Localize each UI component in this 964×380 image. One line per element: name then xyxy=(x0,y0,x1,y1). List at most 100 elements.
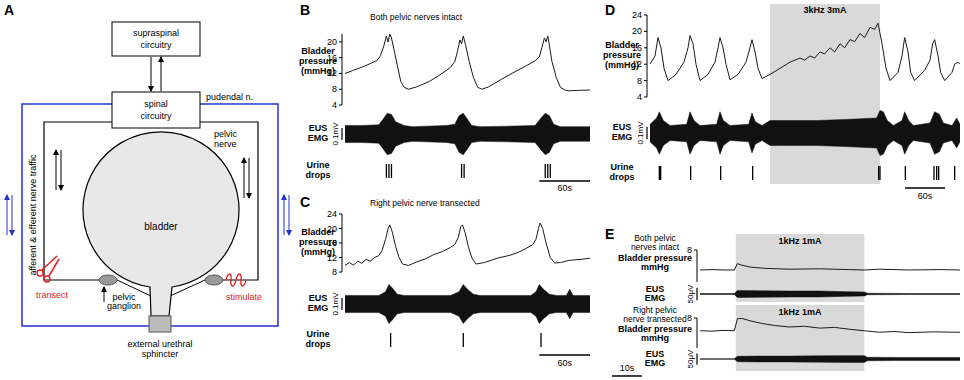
electrode xyxy=(226,274,246,286)
scissors xyxy=(37,270,43,276)
figure: Apudendal n.supraspinalcircuitryspinalci… xyxy=(0,0,964,380)
emg-plot xyxy=(700,291,960,298)
label: nerve xyxy=(214,139,237,149)
time-scale-bar xyxy=(612,375,642,377)
y-tick xyxy=(644,64,647,65)
axis-label: Bladder xyxy=(605,40,639,50)
emg-envelope xyxy=(345,113,590,155)
emg-envelope xyxy=(700,291,960,298)
axis-label: pressure xyxy=(299,237,337,247)
panel-title: nerves intact xyxy=(631,242,680,252)
time-scale-label: 10s xyxy=(620,363,635,373)
time-scale-bar xyxy=(905,187,945,189)
urine-drop xyxy=(545,164,546,178)
urine-drop xyxy=(390,333,391,347)
emg-scale-label: 0.1mV xyxy=(636,121,645,145)
emg-envelope xyxy=(345,284,590,323)
arrow xyxy=(161,57,162,91)
urine-drop xyxy=(659,166,660,180)
pelvic-ganglion xyxy=(205,275,223,285)
axis-label: pressure xyxy=(603,50,641,60)
stimulation-label: 1kHz 1mA xyxy=(779,236,823,246)
scissors xyxy=(49,259,59,276)
urine-drop xyxy=(938,166,939,180)
box-label: supraspinal xyxy=(133,28,179,38)
emg-plot xyxy=(700,356,960,363)
stimulation-period xyxy=(770,4,880,184)
y-axis xyxy=(697,318,698,348)
urine-drop xyxy=(391,164,392,178)
time-scale-bar xyxy=(539,354,590,356)
panel-letter: A xyxy=(4,2,14,18)
axis-label: Urine xyxy=(306,329,329,339)
axis-label: (mmHg) xyxy=(301,66,335,76)
pressure-plot xyxy=(345,34,590,91)
pressure-trace xyxy=(345,223,590,265)
label: ganglion xyxy=(107,301,141,311)
panel-letter: B xyxy=(300,2,310,18)
panel-letter: E xyxy=(605,226,614,242)
panel-title: Right pelvic nerve transected xyxy=(370,198,480,208)
box-label: circuitry xyxy=(141,40,172,50)
label: sphincter xyxy=(142,349,179,359)
label: bladder xyxy=(144,221,178,232)
urine-drop xyxy=(660,166,661,180)
axis-label: Bladder xyxy=(301,227,335,237)
panel-title: Both pelvic nerves intact xyxy=(370,12,463,22)
bladder xyxy=(83,132,239,316)
y-axis xyxy=(697,250,698,282)
y-tick xyxy=(694,318,697,319)
axis-label: drops xyxy=(305,170,330,180)
arrow xyxy=(104,287,105,302)
y-tick xyxy=(694,250,697,251)
arrow xyxy=(7,195,8,235)
emg-scale-bar xyxy=(696,353,697,364)
pressure-plot xyxy=(700,318,960,332)
label: pudendal n. xyxy=(206,92,253,102)
spinal-box xyxy=(112,92,200,128)
y-tick xyxy=(339,73,342,74)
emg-envelope xyxy=(700,356,960,363)
pelvic-ganglion xyxy=(99,275,117,285)
y-tick xyxy=(644,97,647,98)
y-axis xyxy=(647,15,648,97)
scissors xyxy=(42,256,57,270)
arrow xyxy=(12,195,13,235)
urine-drop xyxy=(905,166,906,180)
y-tick-label: 24 xyxy=(632,10,642,20)
arrow xyxy=(249,158,250,198)
urine-drop xyxy=(386,164,387,178)
stimulation-label: 1kHz 1mA xyxy=(779,307,823,317)
emg-envelope xyxy=(650,111,960,156)
emg-scale-label: 0.1mV xyxy=(331,122,340,146)
y-tick xyxy=(644,80,647,81)
pressure-plot xyxy=(650,23,960,80)
axis-label: EMG xyxy=(645,293,666,303)
time-scale-label: 60s xyxy=(557,358,572,368)
axis-label: EMG xyxy=(612,132,633,142)
label: stimulate xyxy=(226,292,262,302)
urine-drop xyxy=(463,164,464,178)
pudendal-nerve xyxy=(22,104,278,326)
label: transect xyxy=(36,290,69,300)
arrow xyxy=(151,57,152,91)
axis-label: EMG xyxy=(308,303,329,313)
urine-drop xyxy=(954,166,955,180)
panel-letter: D xyxy=(605,2,615,18)
pressure-trace xyxy=(345,34,590,91)
emg-scale-label: 0.1mV xyxy=(331,292,340,316)
trace-panel: 3kHz 3mAD4812162024Bladderpressure(mmHg)… xyxy=(603,2,960,201)
time-scale-label: 60s xyxy=(918,191,933,201)
axis-label: mmHg xyxy=(641,262,669,272)
y-tick xyxy=(339,243,342,244)
axis-label: (mmHg) xyxy=(301,247,335,257)
urine-drop xyxy=(879,166,880,180)
axis-label: EUS xyxy=(613,122,632,132)
emg-plot xyxy=(650,111,960,156)
urine-drop xyxy=(540,333,541,347)
axis-label: EMG xyxy=(645,358,666,368)
box-label: spinal xyxy=(144,99,168,109)
y-tick xyxy=(339,41,342,42)
emg-scale-bar xyxy=(696,288,697,301)
axis-label: EUS xyxy=(309,123,328,133)
